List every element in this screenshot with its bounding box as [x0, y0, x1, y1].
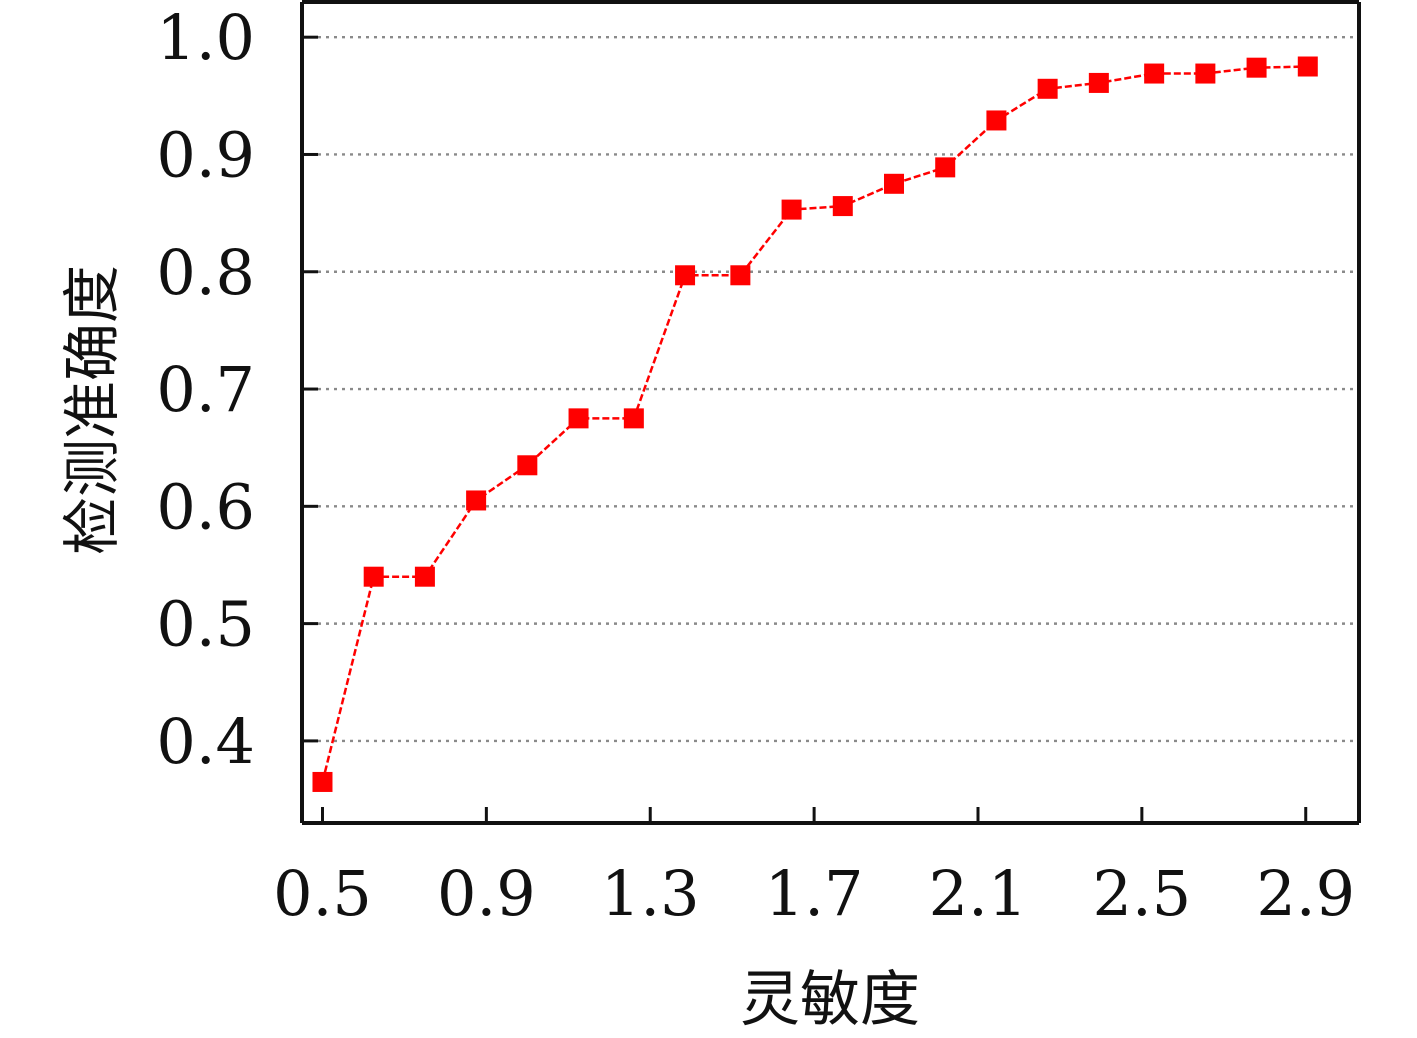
data-point-0-5 — [568, 408, 589, 429]
x-tick-label-1: 0.9 — [437, 857, 536, 930]
y-tick-label-0: 0.4 — [156, 705, 255, 778]
data-point-0-14 — [1037, 78, 1058, 99]
series-layer — [312, 56, 1318, 792]
data-point-0-11 — [884, 173, 905, 194]
data-point-0-17 — [1195, 63, 1216, 84]
y-tick-label-6: 1.0 — [156, 1, 255, 74]
data-point-0-12 — [935, 157, 956, 178]
data-point-0-1 — [363, 566, 384, 587]
data-point-0-15 — [1088, 72, 1109, 93]
x-tick-label-5: 2.5 — [1093, 857, 1192, 930]
y-tick-label-5: 0.9 — [156, 118, 255, 191]
x-axis-title: 灵敏度 — [740, 965, 920, 1034]
data-point-0-2 — [414, 566, 435, 587]
data-point-0-18 — [1246, 57, 1267, 78]
grid-lines — [302, 35, 1359, 743]
y-tick-label-1: 0.5 — [156, 588, 255, 661]
data-point-0-19 — [1297, 56, 1318, 77]
x-tick-label-6: 2.9 — [1256, 857, 1355, 930]
x-tick-label-4: 2.1 — [929, 857, 1028, 930]
data-point-0-7 — [675, 265, 696, 286]
y-tick-label-2: 0.6 — [156, 470, 255, 543]
x-tick-label-3: 1.7 — [765, 857, 864, 930]
y-tick-label-4: 0.8 — [156, 236, 255, 309]
y-tick-label-3: 0.7 — [156, 353, 255, 426]
data-point-0-10 — [832, 196, 853, 217]
data-point-0-4 — [517, 455, 538, 476]
x-tick-label-0: 0.5 — [273, 857, 372, 930]
tick-labels: 0.4 0.5 0.6 0.7 0.8 0.9 1.0 0.5 0.9 1.3 1.7 2.1 2.5 2… — [156, 1, 1355, 930]
series-line-0 — [321, 65, 1308, 783]
y-axis-title: 检测准确度 — [58, 265, 126, 555]
data-point-0-0 — [312, 771, 333, 792]
axes — [300, 0, 1361, 825]
data-point-0-8 — [730, 265, 751, 286]
data-point-0-9 — [781, 199, 802, 220]
data-point-0-13 — [986, 110, 1007, 131]
data-point-0-16 — [1144, 63, 1165, 84]
x-tick-label-2: 1.3 — [601, 857, 700, 930]
data-point-0-3 — [466, 490, 487, 511]
data-point-0-6 — [623, 408, 644, 429]
